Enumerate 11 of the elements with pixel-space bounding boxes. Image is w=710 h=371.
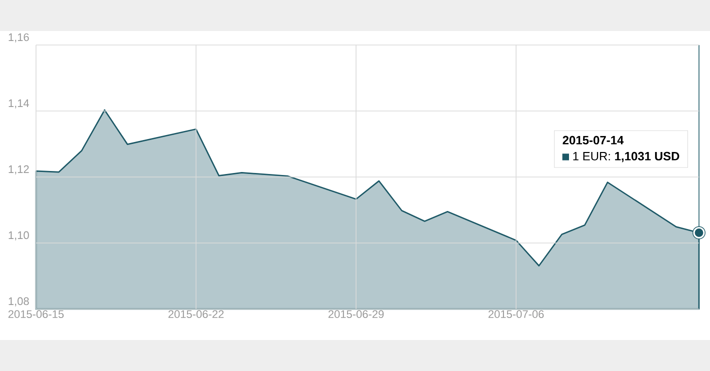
y-tick-label: 1,16 xyxy=(8,33,29,42)
annotation: 2015-07-14 xyxy=(562,136,624,144)
y-tick-label: 1,10 xyxy=(8,231,29,240)
y-tick-label: 1,14 xyxy=(8,99,30,108)
x-tick-label: 2015-06-22 xyxy=(168,310,224,318)
y-tick-label: 1,12 xyxy=(8,165,29,174)
x-tick-label: 2015-06-29 xyxy=(328,310,384,318)
x-tick-label: 2015-07-06 xyxy=(488,310,544,318)
x-tick-label: 2015-06-15 xyxy=(8,310,64,318)
y-tick-label: 1,08 xyxy=(8,297,29,306)
annotation: 1 EUR: 1,1031 USD xyxy=(573,152,680,162)
